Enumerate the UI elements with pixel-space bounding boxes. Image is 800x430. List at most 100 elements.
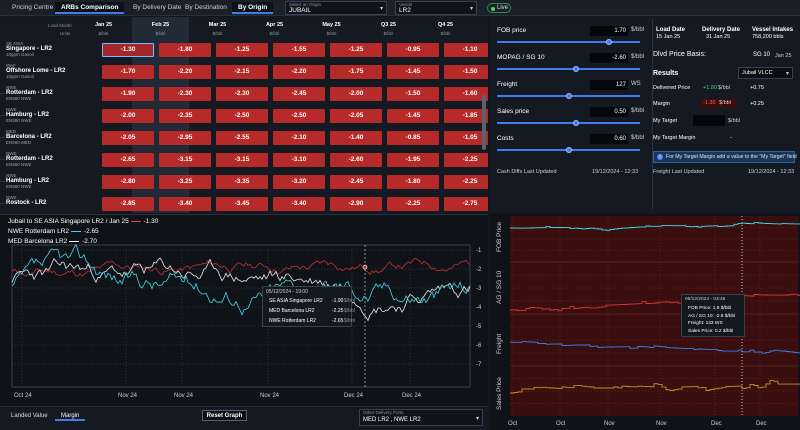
arb-cell[interactable]: -2.85 xyxy=(102,197,154,211)
delivered-price-alt: +0.75 xyxy=(750,85,764,91)
slider-handle[interactable] xyxy=(565,147,572,153)
tab-by-origin[interactable]: By Origin xyxy=(232,2,274,14)
arb-cell[interactable]: -0.95 xyxy=(387,43,439,57)
arb-cell[interactable]: -2.50 xyxy=(273,109,325,123)
x-tick-label: Dec 24 xyxy=(344,393,364,399)
arb-cell[interactable]: -2.60 xyxy=(330,153,382,167)
arb-cell[interactable]: -2.05 xyxy=(330,109,382,123)
arb-cell[interactable]: -1.45 xyxy=(387,109,439,123)
arb-cell[interactable]: -2.15 xyxy=(216,65,268,79)
cash-diffs-label: Cash Diffs Last Updated xyxy=(497,169,557,175)
tab-arbs-comparison[interactable]: ARBs Comparison xyxy=(55,2,125,14)
slider-track[interactable] xyxy=(497,68,640,70)
margin-history-chart[interactable]: -1 -2 -3 -4 -5 -6 -7 Oct 24 Nov 24 Nov 24 Nov 24 De… xyxy=(0,214,488,406)
arb-cell[interactable]: -1.55 xyxy=(273,43,325,57)
arb-cell[interactable]: -1.85 xyxy=(444,109,488,123)
tab-landed-value[interactable]: Landed Value xyxy=(11,413,48,419)
slider-handle[interactable] xyxy=(572,66,579,72)
arb-cell[interactable]: -3.40 xyxy=(159,197,211,211)
arb-cell[interactable]: -3.40 xyxy=(273,197,325,211)
tab-by-destination[interactable]: By Destination xyxy=(185,4,227,11)
arb-cell[interactable]: -2.30 xyxy=(159,87,211,101)
arb-cell[interactable]: -1.50 xyxy=(444,65,488,79)
slider-track[interactable] xyxy=(497,122,640,124)
slider-value-input[interactable]: -2.60 xyxy=(590,53,628,63)
arb-cell[interactable]: -2.30 xyxy=(216,87,268,101)
arb-cell[interactable]: -2.25 xyxy=(444,153,488,167)
my-target-input[interactable] xyxy=(693,115,725,126)
drag-handle-icon[interactable]: ⋯ xyxy=(0,113,5,119)
arb-cell[interactable]: -1.25 xyxy=(330,43,382,57)
arb-cell[interactable]: -1.90 xyxy=(102,87,154,101)
arb-cell[interactable]: -1.30 xyxy=(102,43,154,57)
results-select[interactable]: Jubail VLCC ▾ xyxy=(738,67,793,79)
arb-cell[interactable]: -2.45 xyxy=(330,175,382,189)
arb-cell[interactable]: -2.10 xyxy=(273,131,325,145)
slider-value-input[interactable]: 127 xyxy=(590,80,628,90)
drag-handle-icon[interactable]: ⋯ xyxy=(0,201,5,207)
arb-cell[interactable]: -1.70 xyxy=(102,65,154,79)
slider-handle[interactable] xyxy=(565,93,572,99)
drag-handle-icon[interactable]: ⋯ xyxy=(0,91,5,97)
dlvd-basis-value: SG 10 xyxy=(753,52,771,58)
arb-cell[interactable]: -1.80 xyxy=(387,175,439,189)
arb-cell[interactable]: -1.60 xyxy=(444,87,488,101)
arb-cell[interactable]: -3.45 xyxy=(216,197,268,211)
arb-cell[interactable]: -3.15 xyxy=(216,153,268,167)
slider-track[interactable] xyxy=(497,41,640,43)
tab-by-delivery-date[interactable]: By Delivery Date xyxy=(133,4,182,11)
arb-cell[interactable]: -3.25 xyxy=(159,175,211,189)
components-chart[interactable]: Oct Oct Nov Nov Dec Dec FOB Price AG / SG 10 Fr… xyxy=(490,214,800,430)
arb-cell[interactable]: -1.40 xyxy=(330,131,382,145)
slider-handle[interactable] xyxy=(572,120,579,126)
arb-cell[interactable]: -2.75 xyxy=(444,197,488,211)
slider-handle[interactable] xyxy=(605,39,612,45)
arb-cell[interactable]: -2.25 xyxy=(444,175,488,189)
arb-cell[interactable]: -1.05 xyxy=(444,131,488,145)
arb-cell[interactable]: -2.00 xyxy=(330,87,382,101)
arb-cell[interactable]: -3.10 xyxy=(273,153,325,167)
arb-cell[interactable]: -2.80 xyxy=(102,175,154,189)
drag-handle-icon[interactable]: ⋯ xyxy=(0,157,5,163)
tab-margin[interactable]: Margin xyxy=(55,411,86,421)
arb-cell[interactable]: -1.50 xyxy=(387,87,439,101)
slider-value-input[interactable]: 1.70 xyxy=(590,26,628,36)
arb-cell[interactable]: -2.20 xyxy=(273,65,325,79)
grid-scrollbar[interactable] xyxy=(482,95,486,150)
components-chart-svg[interactable]: Oct Oct Nov Nov Dec Dec xyxy=(490,214,800,430)
arb-cell[interactable]: -1.45 xyxy=(387,65,439,79)
arb-cell[interactable]: -1.95 xyxy=(387,153,439,167)
arb-cell[interactable]: -3.35 xyxy=(216,175,268,189)
components-chart-tooltip: 06/12/2024 - 03:45 FOB Price: 1.9 $/bbl A… xyxy=(681,294,745,337)
arb-cell[interactable]: -1.80 xyxy=(159,43,211,57)
arb-cell[interactable]: -2.05 xyxy=(102,131,154,145)
slider-value-input[interactable]: 0.60 xyxy=(590,134,628,144)
reset-graph-button[interactable]: Reset Graph xyxy=(202,410,247,421)
arb-cell[interactable]: -1.10 xyxy=(444,43,488,57)
arb-cell[interactable]: -2.95 xyxy=(159,131,211,145)
column-header: Jan 25 xyxy=(94,22,113,28)
arb-cell[interactable]: -3.20 xyxy=(273,175,325,189)
slider-value-input[interactable]: 0.50 xyxy=(590,107,628,117)
arb-cell[interactable]: -2.45 xyxy=(273,87,325,101)
arb-cell[interactable]: -2.25 xyxy=(387,197,439,211)
arb-cell[interactable]: -2.20 xyxy=(159,65,211,79)
arb-cell[interactable]: -2.55 xyxy=(216,131,268,145)
arb-cell[interactable]: -2.35 xyxy=(159,109,211,123)
arb-cell[interactable]: -2.65 xyxy=(102,153,154,167)
drag-handle-icon[interactable]: ⋯ xyxy=(0,179,5,185)
margin-chart-svg[interactable]: -1 -2 -3 -4 -5 -6 -7 Oct 24 Nov 24 Nov 24 Nov 24 De… xyxy=(0,215,488,407)
arb-cell[interactable]: -0.85 xyxy=(387,131,439,145)
tab-pricing-centre[interactable]: Pricing Centre xyxy=(12,4,54,11)
drag-handle-icon[interactable]: ⋯ xyxy=(0,135,5,141)
arb-cell[interactable]: -1.25 xyxy=(216,43,268,57)
arb-cell[interactable]: -2.00 xyxy=(102,109,154,123)
arb-cell[interactable]: -3.15 xyxy=(159,153,211,167)
other-delivery-ports-select[interactable]: Other Delivery Ports MED LR2 , NWE LR2 ▾ xyxy=(359,409,483,426)
arb-cell[interactable]: -1.75 xyxy=(330,65,382,79)
arb-cell[interactable]: -2.90 xyxy=(330,197,382,211)
origin-select[interactable]: Select an Origin JUBAIL ▾ xyxy=(285,1,387,15)
arb-cell[interactable]: -2.50 xyxy=(216,109,268,123)
vessel-select[interactable]: Vessel LR2 ▾ xyxy=(395,1,477,15)
row-label: NWE Hamburg - LR2 EN590 NWE xyxy=(6,107,96,123)
